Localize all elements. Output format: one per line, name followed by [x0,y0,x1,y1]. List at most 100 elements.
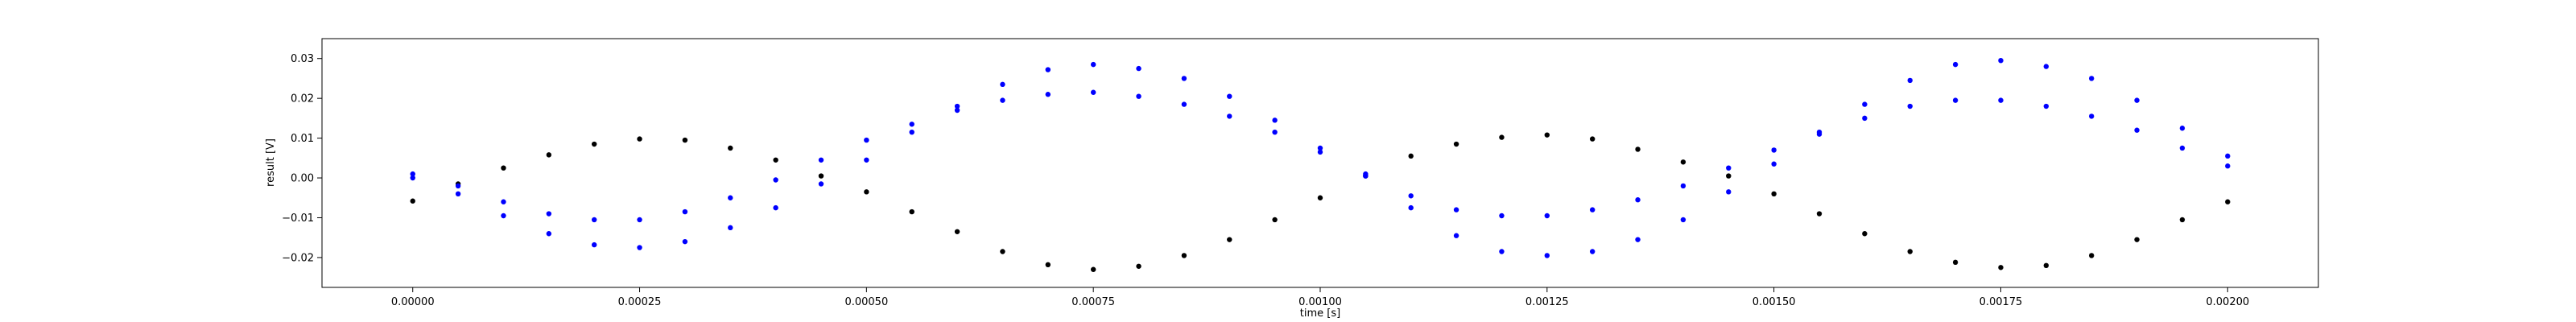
series-3 [410,57,2231,258]
data-point [1726,173,1732,179]
data-point [591,242,597,248]
x-tick-label: 0.00075 [1071,296,1115,308]
y-tick-label: −0.01 [282,213,314,225]
data-point [1952,259,1959,266]
data-point [864,137,869,143]
data-point [1136,65,1141,72]
data-point [1816,211,1823,217]
data-point [1181,253,1187,258]
data-point [1045,67,1051,72]
x-tick-label: 0.00025 [618,296,662,308]
data-point [2179,145,2186,151]
data-point [546,211,552,217]
data-point [501,165,506,171]
data-point [2043,262,2050,269]
data-point [1862,101,1868,107]
data-point [2043,64,2050,69]
data-point [1045,262,1051,268]
data-point [773,204,778,211]
data-point [954,107,960,114]
data-point [1952,97,1959,103]
data-point [954,103,960,109]
data-point [1272,129,1278,135]
y-axis: −0.02 −0.01 0.00 0.01 0.02 0.03 [282,53,322,264]
data-point [501,213,506,219]
data-point [2134,97,2140,103]
data-point [2225,163,2231,169]
data-point [410,198,415,204]
data-point [909,122,914,127]
data-point [2043,103,2050,109]
data-point [728,225,733,231]
data-point [954,229,960,234]
data-point [1453,141,1459,147]
x-tick-label: 0.00150 [1752,296,1796,308]
data-point [1317,145,1323,151]
data-point [728,195,733,200]
data-point [818,181,824,187]
data-point [410,171,415,177]
data-point [1272,118,1278,123]
data-point [1771,191,1777,197]
data-point [1363,173,1368,179]
data-point [728,145,733,151]
data-point [1227,93,1232,99]
data-point [455,191,461,197]
data-point [909,129,914,135]
data-point [1499,134,1505,140]
data-point [637,245,642,250]
data-point [1227,237,1232,242]
data-point [1862,115,1868,122]
data-point [1000,81,1005,88]
series-layer [410,57,2231,272]
data-point [1771,147,1777,153]
data-point [1726,189,1732,195]
data-point [1408,153,1414,159]
data-point [1453,233,1459,238]
data-point [2134,237,2140,242]
data-point [1499,213,1505,219]
data-point [1499,249,1505,254]
x-tick-label: 0.00200 [2206,296,2249,308]
y-tick-label: 0.01 [291,133,314,145]
data-point [773,157,778,163]
data-point [1907,249,1913,254]
data-point [1317,149,1323,155]
data-point [2179,217,2186,223]
data-point [1090,61,1096,68]
data-point [1090,266,1096,272]
series-1 [410,132,2231,272]
plot-frame [321,38,2319,288]
data-point [1000,249,1005,254]
data-point [1635,237,1641,242]
data-point [1544,253,1550,258]
x-tick-label: 0.00125 [1525,296,1569,308]
y-tick-label: 0.02 [291,93,314,105]
data-point [1090,89,1096,95]
data-point [1680,183,1686,189]
data-point [1408,193,1414,199]
data-point [455,183,461,189]
y-axis-label: result [V] [265,138,277,187]
data-point [909,208,914,215]
data-point [1680,159,1686,165]
data-point [682,208,688,215]
data-point [1181,76,1187,81]
data-point [1635,197,1641,203]
data-point [1544,132,1550,138]
data-point [1907,103,1913,109]
data-point [546,231,552,237]
x-tick-label: 0.00100 [1298,296,1342,308]
x-tick-label: 0.00000 [391,296,435,308]
data-point [2225,153,2231,159]
data-point [546,152,552,158]
data-point [1816,131,1823,137]
data-point [818,157,824,163]
data-point [773,177,778,183]
data-point [501,199,506,204]
data-point [2088,76,2095,81]
data-point [2179,126,2186,131]
x-tick-label: 0.00050 [844,296,888,308]
data-point [1589,207,1596,213]
